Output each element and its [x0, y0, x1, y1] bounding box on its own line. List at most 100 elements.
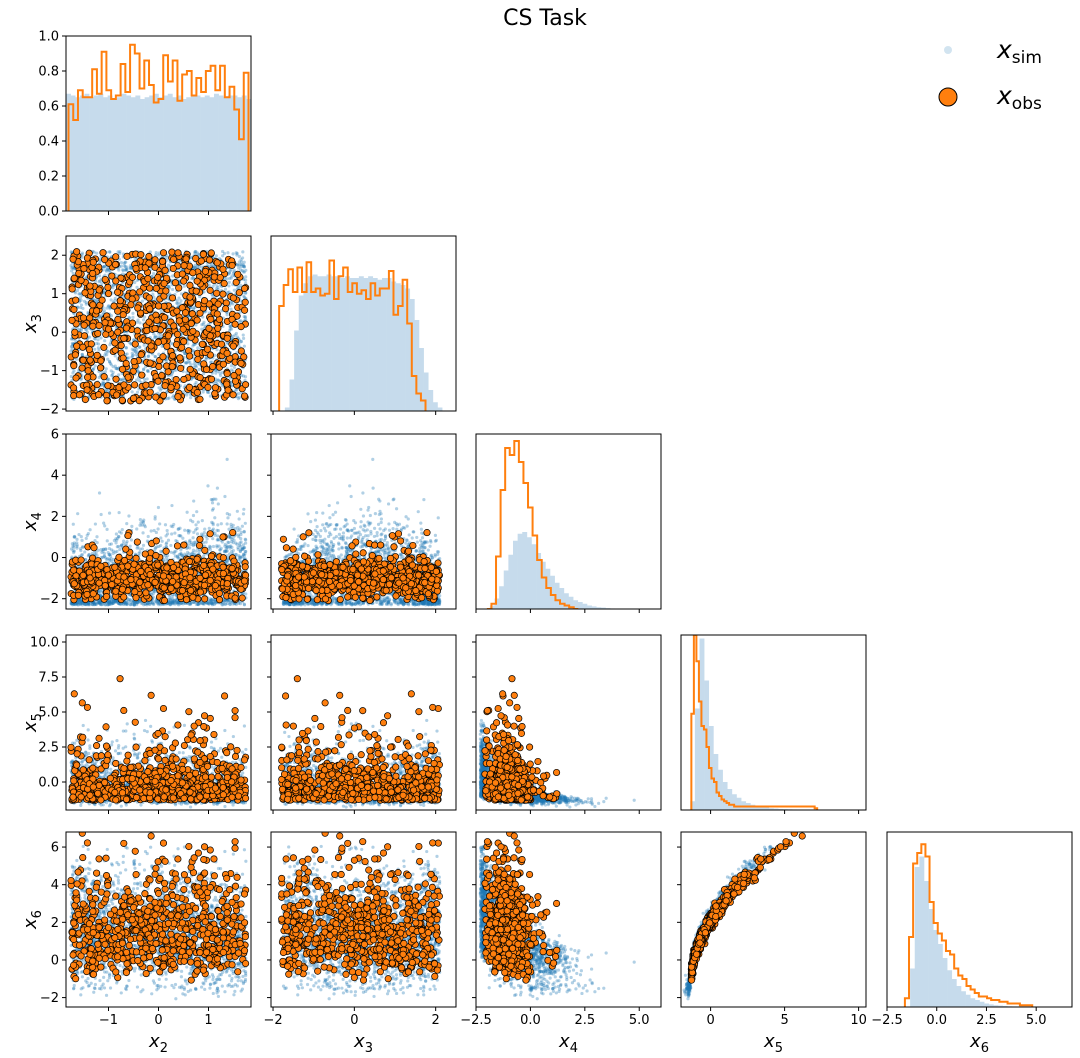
obs-point [170, 322, 178, 330]
sim-hist-bar [358, 276, 364, 411]
sim-point [112, 283, 116, 287]
sim-point [75, 602, 79, 606]
sim-point [77, 292, 81, 296]
sim-point [196, 346, 200, 350]
sim-point [86, 601, 90, 605]
sim-point [107, 601, 111, 605]
sim-point [128, 597, 132, 602]
sim-point [107, 304, 111, 308]
sim-point [218, 548, 222, 552]
obs-point [207, 315, 215, 323]
obs-point [141, 264, 149, 272]
sim-point [135, 602, 139, 607]
sim-point [102, 264, 107, 268]
y-tick-label: 0.2 [38, 170, 59, 185]
obs-point [189, 269, 197, 277]
sim-point [188, 529, 192, 533]
sim-point [235, 251, 239, 256]
obs-point [232, 278, 240, 286]
sim-point [218, 548, 222, 552]
sim-point [181, 554, 185, 558]
sim-point [141, 368, 146, 372]
sim-point [240, 268, 245, 273]
sim-point [200, 532, 204, 536]
obs-point [131, 381, 139, 389]
obs-point [89, 258, 97, 266]
sim-point [228, 544, 232, 549]
sim-point [103, 273, 107, 277]
sim-hist-bar [419, 348, 424, 411]
sim-point [237, 395, 241, 399]
sim-point [226, 557, 230, 561]
sim-point [181, 536, 185, 540]
sim-point [157, 386, 161, 390]
sim-point [209, 600, 213, 604]
sim-point [126, 597, 130, 602]
sim-point [92, 603, 96, 607]
sim-point [104, 547, 108, 551]
sim-point [142, 367, 146, 371]
sim-point [167, 284, 171, 289]
sim-point [119, 602, 124, 606]
sim-point [154, 250, 158, 255]
sim-point [156, 505, 161, 510]
sim-point [171, 600, 175, 604]
sim-point [234, 541, 238, 545]
obs-point [80, 321, 88, 329]
sim-point [242, 344, 247, 348]
obs-point [130, 394, 138, 402]
sim-point [238, 527, 242, 531]
sim-point [115, 366, 119, 371]
sim-point [140, 602, 144, 606]
obs-point [168, 294, 177, 302]
sim-point [229, 536, 233, 540]
sim-hist-bar [167, 93, 173, 211]
obs-point [73, 248, 81, 256]
sim-point [237, 266, 241, 270]
sim-point [147, 602, 151, 606]
obs-point [122, 324, 130, 332]
sim-point [152, 332, 156, 336]
sim-point [75, 603, 79, 607]
sim-point [196, 602, 200, 607]
obs-point [180, 375, 188, 383]
sim-point [141, 318, 146, 322]
sim-point [69, 374, 73, 379]
sim-point [146, 354, 151, 358]
sim-point [200, 265, 204, 269]
sim-point [201, 315, 205, 319]
sim-point [164, 556, 169, 560]
sim-point [88, 528, 92, 532]
sim-point [223, 287, 228, 291]
sim-point [242, 530, 246, 534]
sim-point [238, 549, 242, 554]
sim-point [214, 254, 218, 258]
sim-point [114, 366, 118, 370]
obs-point [95, 286, 103, 294]
sim-point [229, 364, 234, 368]
sim-point [166, 285, 170, 289]
sim-point [108, 552, 112, 556]
sim-point [191, 548, 196, 552]
sim-point [146, 369, 150, 374]
sim-point [86, 326, 91, 330]
sim-point [81, 545, 85, 549]
sim-point [83, 602, 88, 607]
sim-point [220, 370, 224, 375]
sim-hist-bar [223, 97, 229, 211]
sim-point [213, 601, 218, 605]
sim-point [149, 601, 153, 605]
sim-point [102, 551, 107, 556]
sim-hist-bar [400, 285, 406, 411]
obs-point [169, 352, 177, 360]
sim-point [137, 345, 141, 349]
sim-point [166, 284, 170, 288]
obs-point [154, 377, 162, 385]
sim-point [216, 534, 220, 538]
sim-point [75, 288, 80, 293]
sim-point [236, 528, 240, 533]
sim-point [216, 523, 220, 527]
obs-point [79, 356, 87, 364]
sim-point [113, 550, 117, 554]
